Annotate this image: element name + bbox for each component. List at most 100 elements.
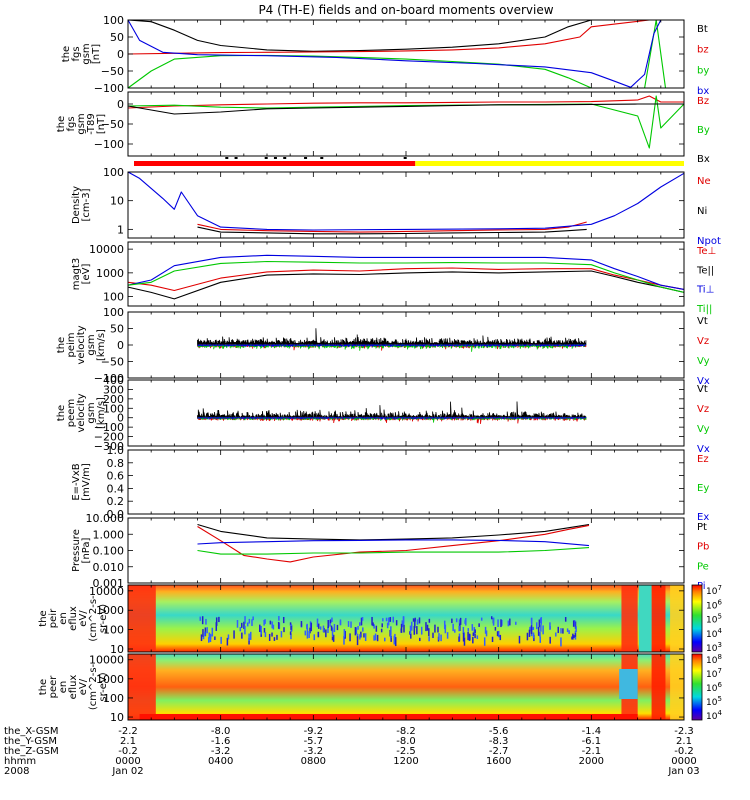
- mode-bar-mark: [273, 157, 277, 159]
- legend-entry: Pe: [697, 561, 709, 572]
- x-axis-value: -8.2: [396, 726, 416, 737]
- spectrogram-pixel: [209, 634, 212, 640]
- spectrogram-pixel: [537, 626, 540, 636]
- spectrogram-pixel: [356, 636, 359, 646]
- y-tick-label: 10: [110, 711, 124, 724]
- spectrogram-pixel: [497, 619, 499, 627]
- spectrogram-band: [651, 585, 666, 652]
- x-axis-value: -9.2: [304, 726, 324, 737]
- spectrogram-pixel: [573, 635, 575, 639]
- spectrogram-pixel: [555, 632, 557, 637]
- y-axis-label: (cm^2-s-: [88, 663, 99, 710]
- spectrogram-pixel: [560, 637, 562, 647]
- spectrogram-pixel: [467, 628, 470, 632]
- spectrogram-pixel: [564, 617, 567, 622]
- series-bz-line: [127, 19, 684, 55]
- spectrogram-pixel: [465, 618, 467, 626]
- spectrogram-pixel: [575, 626, 577, 633]
- y-tick-label: 0.0: [107, 508, 125, 521]
- spectrogram-pixel: [500, 619, 502, 628]
- x-axis-value: -2.5: [396, 746, 416, 757]
- mode-bar-mark: [264, 157, 268, 159]
- spectrogram-pixel: [463, 637, 466, 646]
- spectrogram-pixel: [309, 621, 312, 628]
- y-axis-label: fgs: [66, 116, 77, 131]
- x-axis-value: 0400: [208, 756, 233, 767]
- series-pi-line: [197, 539, 590, 547]
- x-axis-value: 1600: [486, 756, 511, 767]
- y-axis-label: [nT]: [96, 114, 107, 134]
- spectrogram-pixel: [289, 631, 292, 635]
- y-axis-label: peer: [48, 675, 59, 699]
- spectrogram-pixel: [420, 626, 423, 635]
- spectrogram-pixel: [490, 616, 493, 620]
- spectrogram-pixel: [452, 623, 454, 632]
- spectrogram-pixel: [467, 632, 469, 641]
- x-axis-row-label: 2008: [4, 766, 29, 777]
- y-axis-label: [eV]: [81, 264, 92, 285]
- spectrogram-band: [670, 585, 684, 652]
- y-axis-label: en: [58, 681, 69, 694]
- spectrogram-pixel: [344, 630, 346, 639]
- spectrogram-pixel: [468, 633, 471, 641]
- spectrogram-pixel: [227, 634, 230, 640]
- y-tick-label: 10000: [89, 585, 124, 598]
- y-tick-label: 100: [103, 14, 124, 27]
- legend-entry: Ti⊥: [696, 285, 714, 296]
- spectrogram-pixel: [226, 637, 229, 646]
- spectrogram-pixel: [462, 632, 465, 642]
- legend-entry: Vy: [697, 424, 710, 435]
- spectrogram-pixel: [264, 632, 267, 638]
- legend-entry: Bt: [697, 24, 708, 35]
- spectrogram-pixel: [248, 618, 251, 624]
- y-axis-label: magt3: [71, 258, 82, 291]
- spectrogram-pixel: [241, 632, 243, 639]
- spectrogram-pixel: [532, 632, 535, 639]
- spectrogram-pixel: [542, 625, 544, 635]
- spectrogram-pixel: [454, 629, 456, 633]
- y-tick-label: −100: [94, 82, 124, 95]
- spectrogram-pixel: [373, 635, 375, 641]
- spectrogram-pixel: [474, 633, 476, 639]
- y-axis-label: sr-eV): [98, 604, 109, 633]
- series-bx-line: [127, 19, 662, 88]
- y-axis-label: Pressure: [71, 529, 82, 572]
- spectrogram-pixel: [409, 625, 412, 635]
- spectrogram-pixel: [263, 627, 266, 633]
- panel-frame: [127, 379, 685, 447]
- x-axis-value: -3.2: [304, 746, 324, 757]
- spectrogram-band: [651, 654, 666, 720]
- x-axis-value: -5.7: [304, 736, 324, 747]
- spectrogram-pixel: [271, 632, 273, 637]
- y-axis-label: the: [56, 405, 67, 421]
- y-axis-label: eV/: [78, 678, 89, 695]
- y-tick-label: 400: [103, 374, 124, 387]
- spectrogram-pixel: [571, 636, 573, 640]
- spectrogram-pixel: [375, 625, 378, 632]
- spectrogram-pixel: [451, 618, 453, 624]
- spectrogram-pixel: [336, 624, 339, 631]
- spectrogram-pixel: [485, 630, 488, 637]
- x-axis-value: 0000: [115, 756, 140, 767]
- spectrogram-pixel: [327, 626, 329, 633]
- panel-2: 0 −50 −100 the fgs gsm -T89 [nT] Bz By Bx: [56, 91, 710, 165]
- x-axis-row-label: hhmm: [4, 756, 36, 767]
- spectrogram-pixel: [205, 618, 207, 625]
- y-axis-label: Density: [71, 186, 82, 224]
- y-tick-label: −100: [94, 372, 124, 385]
- series-vx-line: [197, 343, 587, 348]
- series-bz-line: [127, 95, 684, 109]
- y-tick-label: 0: [117, 339, 124, 352]
- y-tick-label: 1000: [96, 604, 124, 617]
- y-axis-label: [mV/m]: [81, 463, 92, 501]
- series-vt-line: [197, 401, 587, 420]
- spectrogram-pixel: [526, 632, 529, 641]
- spectrogram-pixel: [327, 620, 329, 628]
- spectrogram-pixel: [360, 631, 362, 638]
- spectrogram-pixel: [272, 624, 275, 630]
- spectrogram-pixel: [199, 616, 202, 621]
- legend-entry: Bz: [697, 96, 709, 107]
- spectrogram-pixel: [268, 633, 271, 641]
- spectrogram-pixel: [329, 619, 332, 624]
- spectrogram-band: [139, 714, 638, 720]
